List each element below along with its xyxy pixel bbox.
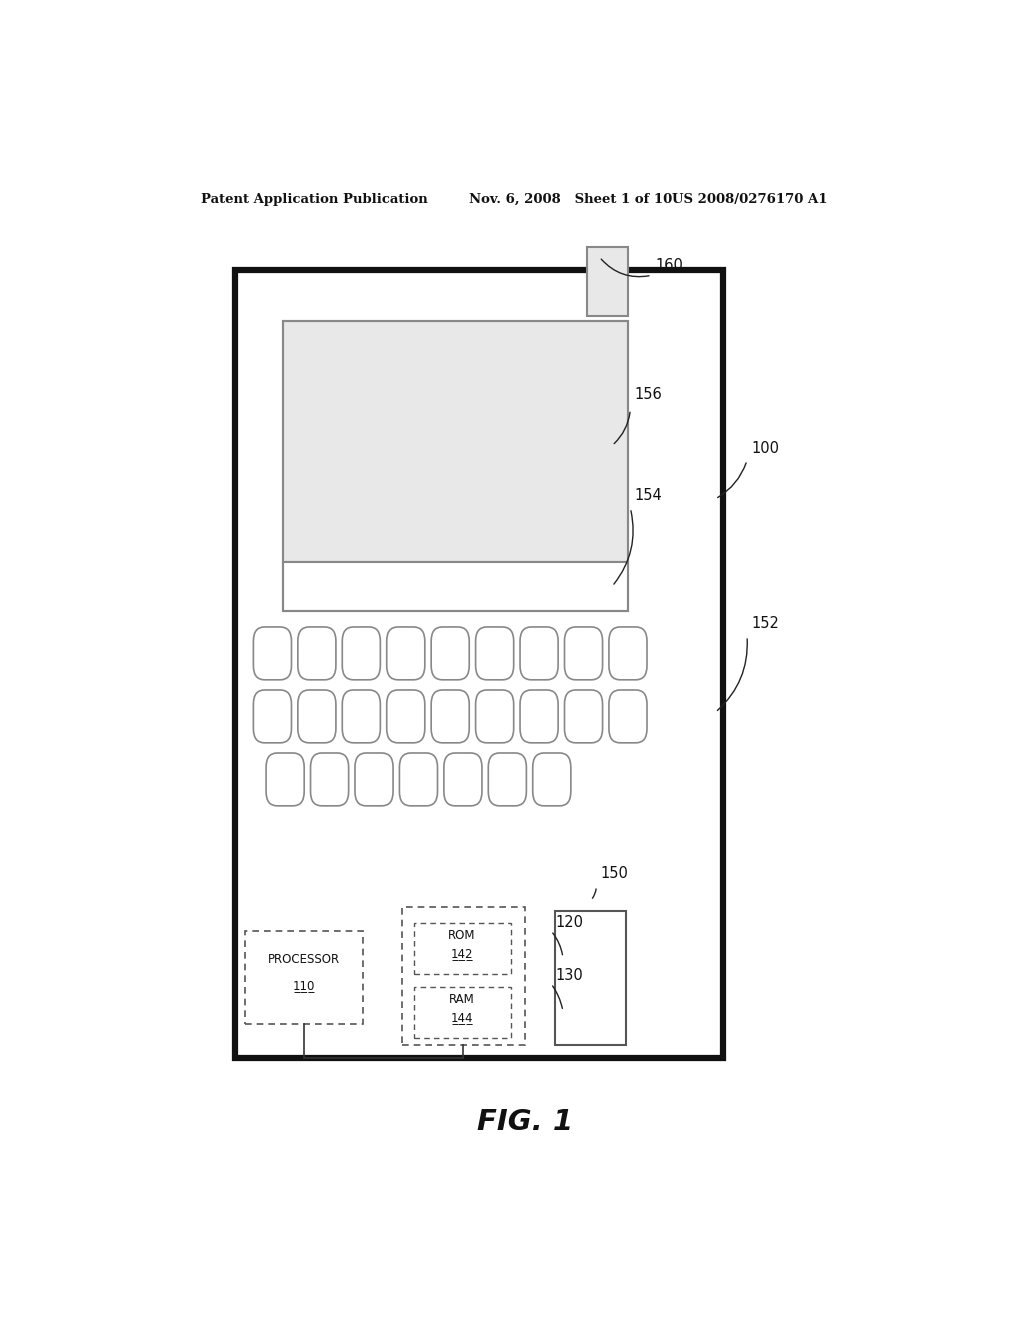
FancyArrowPatch shape <box>553 986 562 1008</box>
FancyBboxPatch shape <box>298 627 336 680</box>
FancyBboxPatch shape <box>246 931 362 1024</box>
FancyBboxPatch shape <box>609 627 647 680</box>
FancyBboxPatch shape <box>609 690 647 743</box>
Text: 1̲4̲2̲: 1̲4̲2̲ <box>451 946 473 960</box>
Text: US 2008/0276170 A1: US 2008/0276170 A1 <box>672 193 827 206</box>
FancyArrowPatch shape <box>613 511 633 585</box>
Text: RAM: RAM <box>450 994 475 1006</box>
FancyBboxPatch shape <box>520 627 558 680</box>
Text: 1̲1̲0̲: 1̲1̲0̲ <box>293 979 315 993</box>
FancyBboxPatch shape <box>431 690 469 743</box>
FancyBboxPatch shape <box>414 987 511 1038</box>
FancyBboxPatch shape <box>564 690 602 743</box>
Text: 120: 120 <box>555 915 583 931</box>
FancyArrowPatch shape <box>553 933 562 954</box>
Text: PROCESSOR: PROCESSOR <box>268 953 340 966</box>
FancyBboxPatch shape <box>399 752 437 805</box>
Text: 150: 150 <box>600 866 628 882</box>
Text: 160: 160 <box>655 257 684 273</box>
FancyBboxPatch shape <box>564 627 602 680</box>
FancyBboxPatch shape <box>298 690 336 743</box>
Text: 130: 130 <box>555 968 583 983</box>
FancyBboxPatch shape <box>342 627 380 680</box>
FancyArrowPatch shape <box>614 412 630 444</box>
Text: Nov. 6, 2008   Sheet 1 of 10: Nov. 6, 2008 Sheet 1 of 10 <box>469 193 673 206</box>
Text: 152: 152 <box>751 616 779 631</box>
Text: 154: 154 <box>634 488 663 503</box>
Text: ROM: ROM <box>449 929 476 942</box>
FancyBboxPatch shape <box>310 752 348 805</box>
FancyBboxPatch shape <box>283 321 628 562</box>
FancyBboxPatch shape <box>488 752 526 805</box>
Text: Patent Application Publication: Patent Application Publication <box>201 193 428 206</box>
FancyBboxPatch shape <box>587 247 628 315</box>
FancyArrowPatch shape <box>601 259 649 277</box>
FancyBboxPatch shape <box>431 627 469 680</box>
FancyBboxPatch shape <box>520 690 558 743</box>
FancyBboxPatch shape <box>414 923 511 974</box>
FancyBboxPatch shape <box>253 690 292 743</box>
FancyBboxPatch shape <box>355 752 393 805</box>
FancyBboxPatch shape <box>532 752 570 805</box>
FancyBboxPatch shape <box>342 690 380 743</box>
FancyBboxPatch shape <box>253 627 292 680</box>
FancyBboxPatch shape <box>401 907 524 1044</box>
FancyArrowPatch shape <box>718 639 748 710</box>
Text: 156: 156 <box>634 387 663 401</box>
FancyBboxPatch shape <box>475 627 514 680</box>
FancyBboxPatch shape <box>475 690 514 743</box>
FancyArrowPatch shape <box>593 888 596 898</box>
Text: FIG. 1: FIG. 1 <box>477 1107 572 1137</box>
FancyBboxPatch shape <box>266 752 304 805</box>
FancyArrowPatch shape <box>718 463 746 498</box>
FancyBboxPatch shape <box>387 627 425 680</box>
Text: 100: 100 <box>751 441 779 455</box>
FancyBboxPatch shape <box>555 911 627 1044</box>
FancyBboxPatch shape <box>443 752 482 805</box>
FancyBboxPatch shape <box>283 562 628 611</box>
FancyBboxPatch shape <box>387 690 425 743</box>
FancyBboxPatch shape <box>236 271 723 1057</box>
Text: 1̲4̲4̲: 1̲4̲4̲ <box>451 1011 473 1024</box>
